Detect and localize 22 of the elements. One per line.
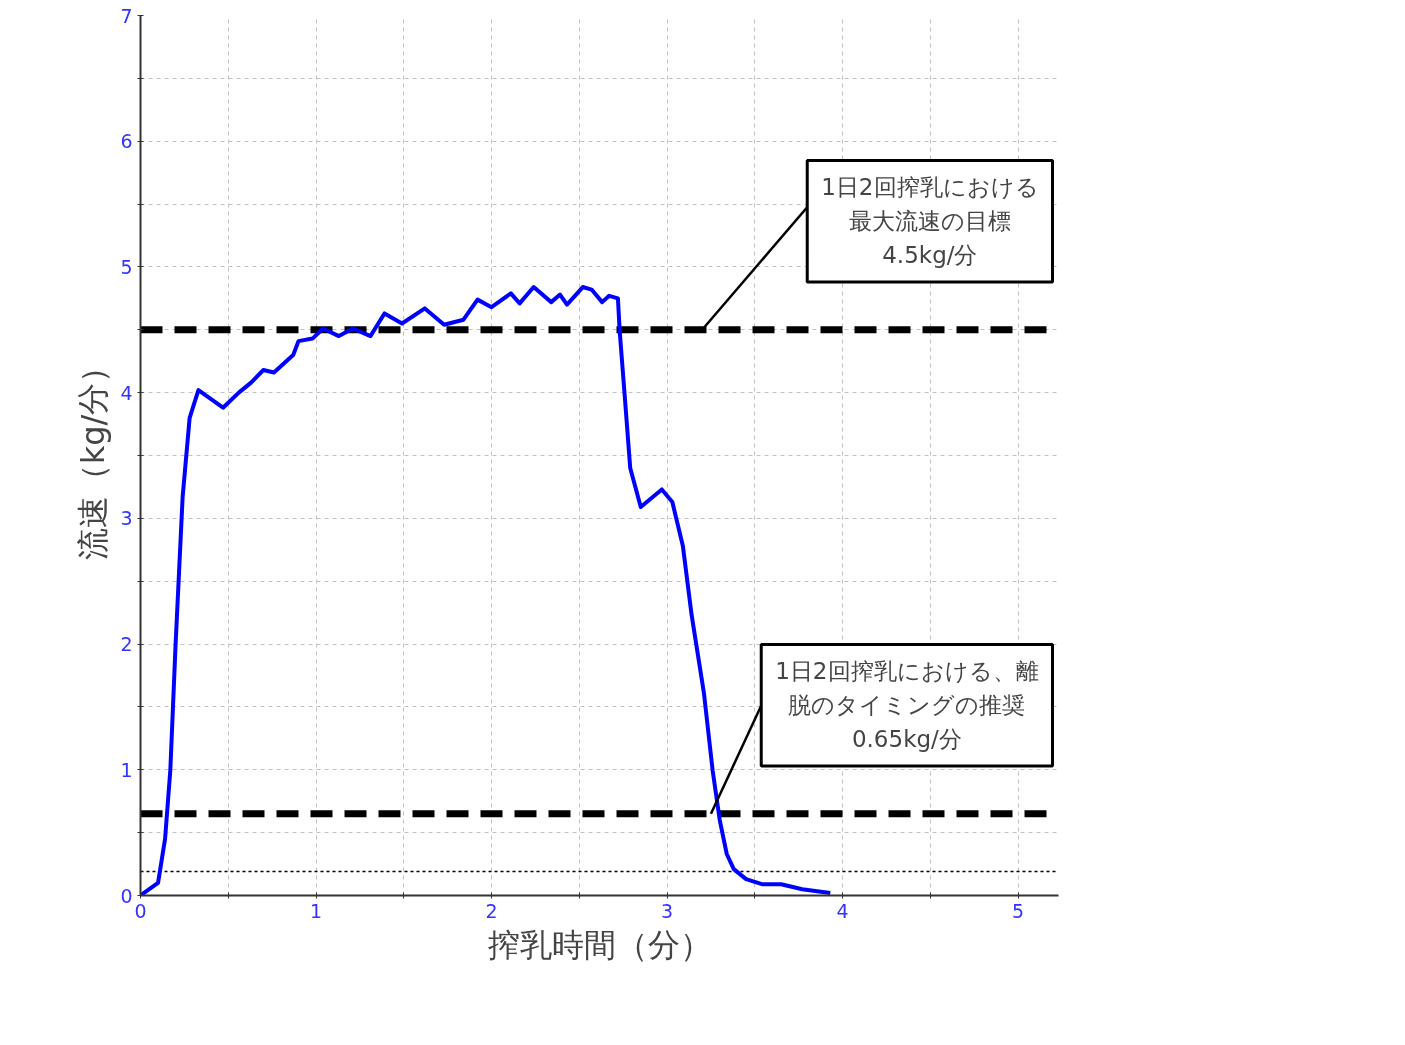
annotation: 4.5kg/分 xyxy=(882,242,978,269)
y-tick-label: 3 xyxy=(120,507,133,530)
y-tick-label: 2 xyxy=(120,633,133,656)
annotation: 1日2回搾乳における xyxy=(821,174,1039,201)
y-tick-label: 4 xyxy=(120,381,133,404)
annotation: 1日2回搾乳における、離 xyxy=(775,658,1039,685)
y-tick-label: 7 xyxy=(120,4,133,27)
x-tick-label: 3 xyxy=(661,899,674,922)
x-tick-label: 1 xyxy=(309,899,323,922)
x-tick-label: 5 xyxy=(1012,899,1025,922)
y-axis-title: 流速（kg/分） xyxy=(74,350,113,561)
annotation: 最大流速の目標 xyxy=(848,208,1011,235)
y-tick-label: 0 xyxy=(120,884,133,907)
y-tick-label: 1 xyxy=(120,758,133,781)
annotation: 0.65kg/分 xyxy=(851,726,962,753)
y-tick-label: 6 xyxy=(120,130,133,153)
x-tick-label: 4 xyxy=(836,899,849,922)
x-tick-label: 2 xyxy=(485,899,498,922)
annotation: 脱のタイミングの推奨 xyxy=(788,692,1026,719)
x-tick-label: 0 xyxy=(134,899,147,922)
x-axis-title: 搾乳時間（分） xyxy=(487,925,712,964)
y-tick-label: 5 xyxy=(120,255,133,278)
